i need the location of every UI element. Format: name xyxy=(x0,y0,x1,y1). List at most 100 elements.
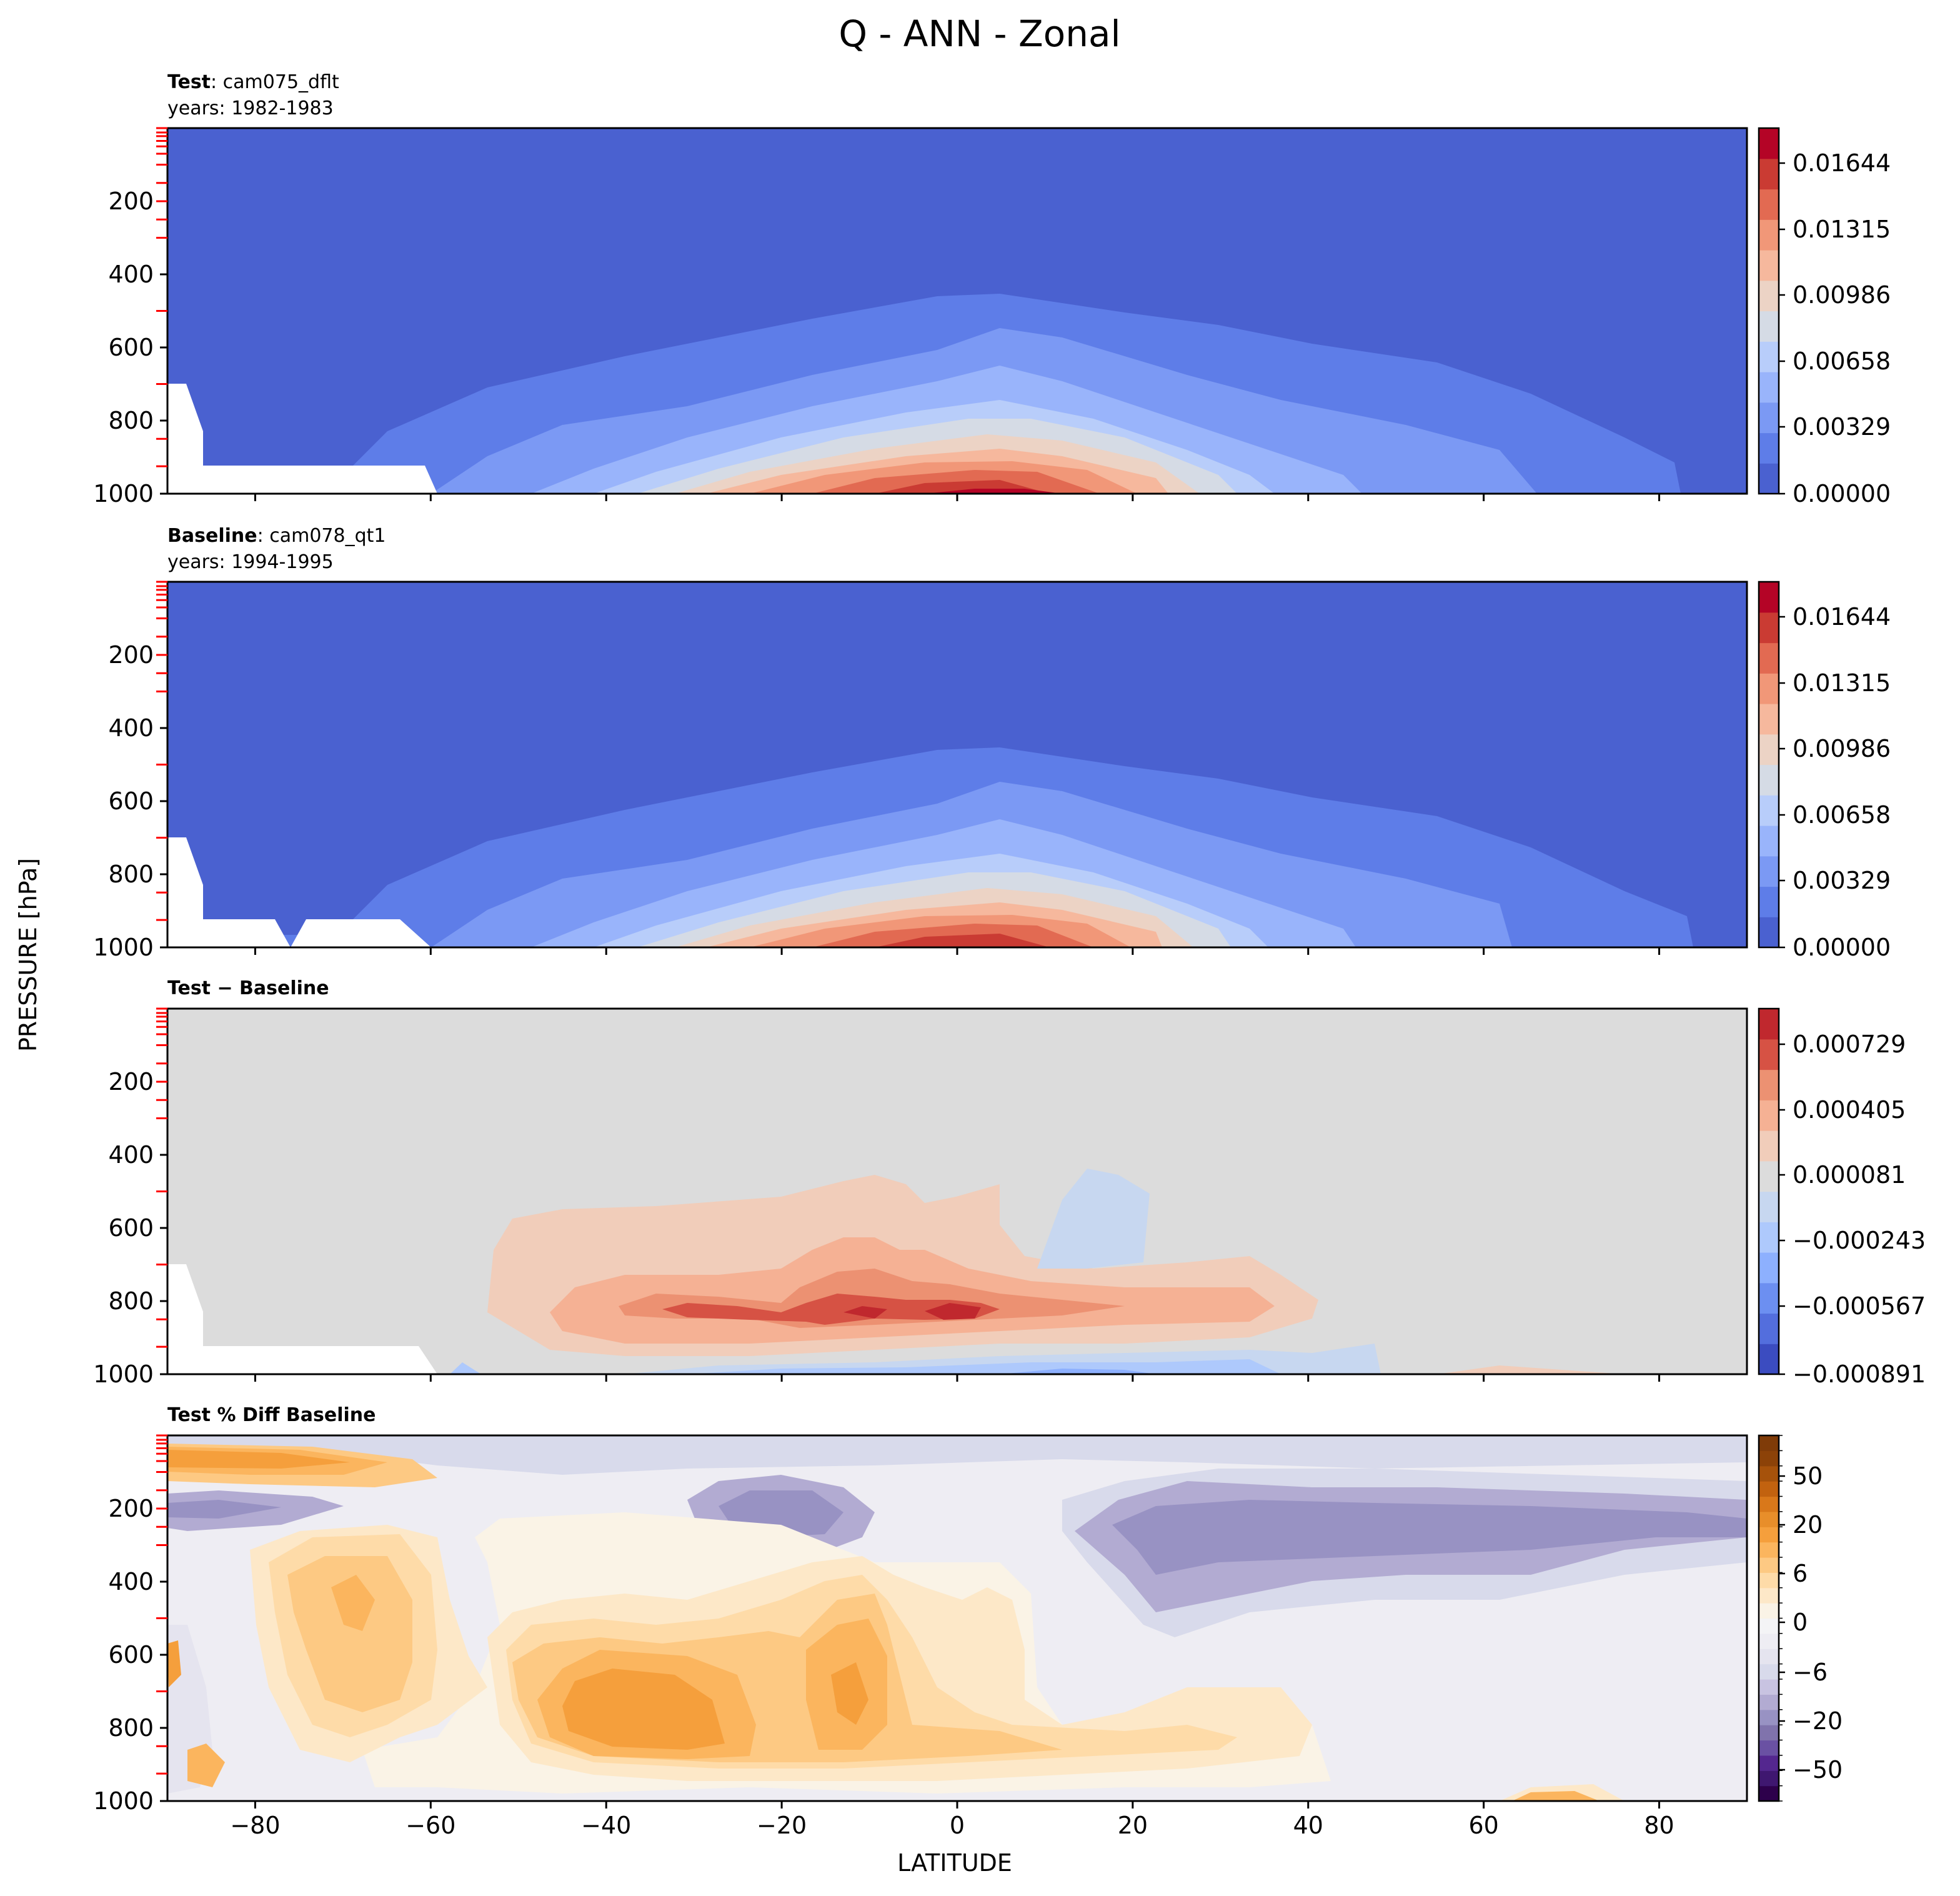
y-tick-label: 200 xyxy=(108,1495,154,1522)
test-panel: Test: cam075_dflt years: 1982-1983 200 40… xyxy=(93,71,1891,507)
pctdiff-contour-field xyxy=(167,1435,1747,1801)
colorbar-swatch xyxy=(1759,1511,1779,1527)
x-tick-label: −60 xyxy=(405,1812,455,1839)
colorbar-swatch xyxy=(1759,764,1779,796)
baseline-x-axis xyxy=(254,947,1661,955)
test-colorbar: 0.01644 0.01315 0.00986 0.00658 0.00329 0.000… xyxy=(1758,127,1891,507)
colorbar-swatch xyxy=(1759,1603,1779,1619)
colorbar-tick-label: −50 xyxy=(1793,1756,1843,1784)
diff-x-axis xyxy=(254,1374,1661,1382)
colorbar-tick-label: 0.00329 xyxy=(1793,867,1891,894)
colorbar-tick-label: 0.00329 xyxy=(1793,413,1891,441)
colorbar-swatch xyxy=(1759,463,1779,494)
colorbar-swatch xyxy=(1759,1694,1779,1710)
x-tick-label: 40 xyxy=(1293,1812,1323,1839)
colorbar-swatch xyxy=(1759,1450,1779,1467)
x-tick-label: 0 xyxy=(950,1812,965,1839)
colorbar-swatch xyxy=(1759,1587,1779,1604)
colorbar-swatch xyxy=(1759,1282,1779,1314)
x-tick-label: 60 xyxy=(1468,1812,1498,1839)
colorbar-swatch xyxy=(1759,128,1779,159)
pctdiff-colorbar: 50 20 6 0 −6 −20 −50 xyxy=(1758,1434,1843,1802)
colorbar-tick-label: 0.01315 xyxy=(1793,669,1891,697)
baseline-panel-subtitle: years: 1994-1995 xyxy=(167,551,334,573)
colorbar-swatch xyxy=(1759,856,1779,887)
colorbar-tick-label: 0 xyxy=(1793,1609,1808,1636)
colorbar-frame xyxy=(1758,1007,1780,1375)
colorbar-swatch xyxy=(1759,1481,1779,1497)
colorbar-swatch xyxy=(1759,704,1779,735)
colorbar-swatch xyxy=(1759,189,1779,220)
x-tick-label: 20 xyxy=(1118,1812,1148,1839)
x-tick-label: −20 xyxy=(757,1812,807,1839)
y-tick-label: 600 xyxy=(108,334,154,361)
colorbar-swatch xyxy=(1759,158,1779,190)
diff-y-axis: 200 400 600 800 1000 xyxy=(93,1007,167,1388)
colorbar-tick-label: −0.000567 xyxy=(1793,1292,1926,1320)
colorbar-swatch xyxy=(1759,1496,1779,1512)
pctdiff-y-axis: 200 400 600 800 1000 xyxy=(93,1434,167,1815)
colorbar-tick-label: 0.00986 xyxy=(1793,281,1891,309)
colorbar-tick-label: 0.00000 xyxy=(1793,934,1891,961)
x-tick-label: −80 xyxy=(230,1812,280,1839)
colorbar-swatch xyxy=(1759,250,1779,281)
colorbar-tick-label: 0.00986 xyxy=(1793,735,1891,762)
colorbar-swatch xyxy=(1759,1557,1779,1573)
y-tick-label: 200 xyxy=(108,641,154,669)
colorbar-swatch xyxy=(1759,1725,1779,1741)
colorbar-swatch xyxy=(1759,1542,1779,1558)
colorbar-swatch xyxy=(1759,1740,1779,1756)
colorbar-swatch xyxy=(1759,612,1779,644)
test-x-axis xyxy=(254,494,1661,501)
y-tick-label: 600 xyxy=(108,1641,154,1669)
pctdiff-panel-title: Test % Diff Baseline xyxy=(167,1404,376,1426)
colorbar-swatch xyxy=(1759,1527,1779,1543)
colorbar-frame xyxy=(1758,581,1780,949)
colorbar-swatch xyxy=(1759,402,1779,434)
colorbar-swatch xyxy=(1759,1252,1779,1284)
y-tick-label: 800 xyxy=(108,861,154,888)
test-panel-subtitle: years: 1982-1983 xyxy=(167,97,334,119)
colorbar-swatch xyxy=(1759,1649,1779,1665)
diff-colorbar: 0.000729 0.000405 0.000081 −0.000243 −0.0005… xyxy=(1758,1007,1926,1388)
colorbar-tick-label: 0.01315 xyxy=(1793,216,1891,243)
colorbar-swatch xyxy=(1759,1755,1779,1771)
colorbar-swatch xyxy=(1759,734,1779,766)
colorbar-swatch xyxy=(1759,795,1779,826)
colorbar-swatch xyxy=(1759,1465,1779,1482)
colorbar-swatch xyxy=(1759,1633,1779,1649)
colorbar-tick-label: 0.000081 xyxy=(1793,1161,1906,1189)
colorbar-swatch xyxy=(1759,1160,1779,1192)
colorbar-swatch xyxy=(1759,1069,1779,1100)
colorbar-swatch xyxy=(1759,1572,1779,1589)
colorbar-tick-label: 6 xyxy=(1793,1560,1808,1587)
y-tick-label: 1000 xyxy=(93,480,154,507)
y-tick-label: 400 xyxy=(108,261,154,288)
y-tick-label: 200 xyxy=(108,1068,154,1095)
colorbar-swatch xyxy=(1759,1770,1779,1787)
colorbar-swatch xyxy=(1759,917,1779,948)
diff-contour-field xyxy=(167,1009,1747,1374)
test-panel-title: Test: cam075_dflt xyxy=(167,71,339,93)
colorbar-swatch xyxy=(1759,1009,1779,1040)
colorbar-swatch xyxy=(1759,1435,1779,1451)
figure-title: Q - ANN - Zonal xyxy=(838,12,1120,55)
colorbar-swatch xyxy=(1759,280,1779,312)
colorbar-swatch xyxy=(1759,1222,1779,1253)
colorbar-tick-label: 20 xyxy=(1793,1511,1823,1539)
y-tick-label: 1000 xyxy=(93,934,154,961)
y-tick-label: 400 xyxy=(108,1141,154,1169)
colorbar-swatch xyxy=(1759,1130,1779,1162)
colorbar-swatch xyxy=(1759,1039,1779,1070)
colorbar-tick-label: 0.00000 xyxy=(1793,480,1891,507)
colorbar-swatch xyxy=(1759,341,1779,372)
y-tick-label: 400 xyxy=(108,1568,154,1595)
colorbar-swatch xyxy=(1759,826,1779,857)
y-tick-label: 1000 xyxy=(93,1787,154,1815)
colorbar-tick-label: −6 xyxy=(1793,1659,1828,1686)
x-tick-label: 80 xyxy=(1644,1812,1674,1839)
colorbar-tick-label: −20 xyxy=(1793,1707,1843,1735)
colorbar-frame xyxy=(1758,127,1780,495)
colorbar-swatch xyxy=(1759,1191,1779,1222)
